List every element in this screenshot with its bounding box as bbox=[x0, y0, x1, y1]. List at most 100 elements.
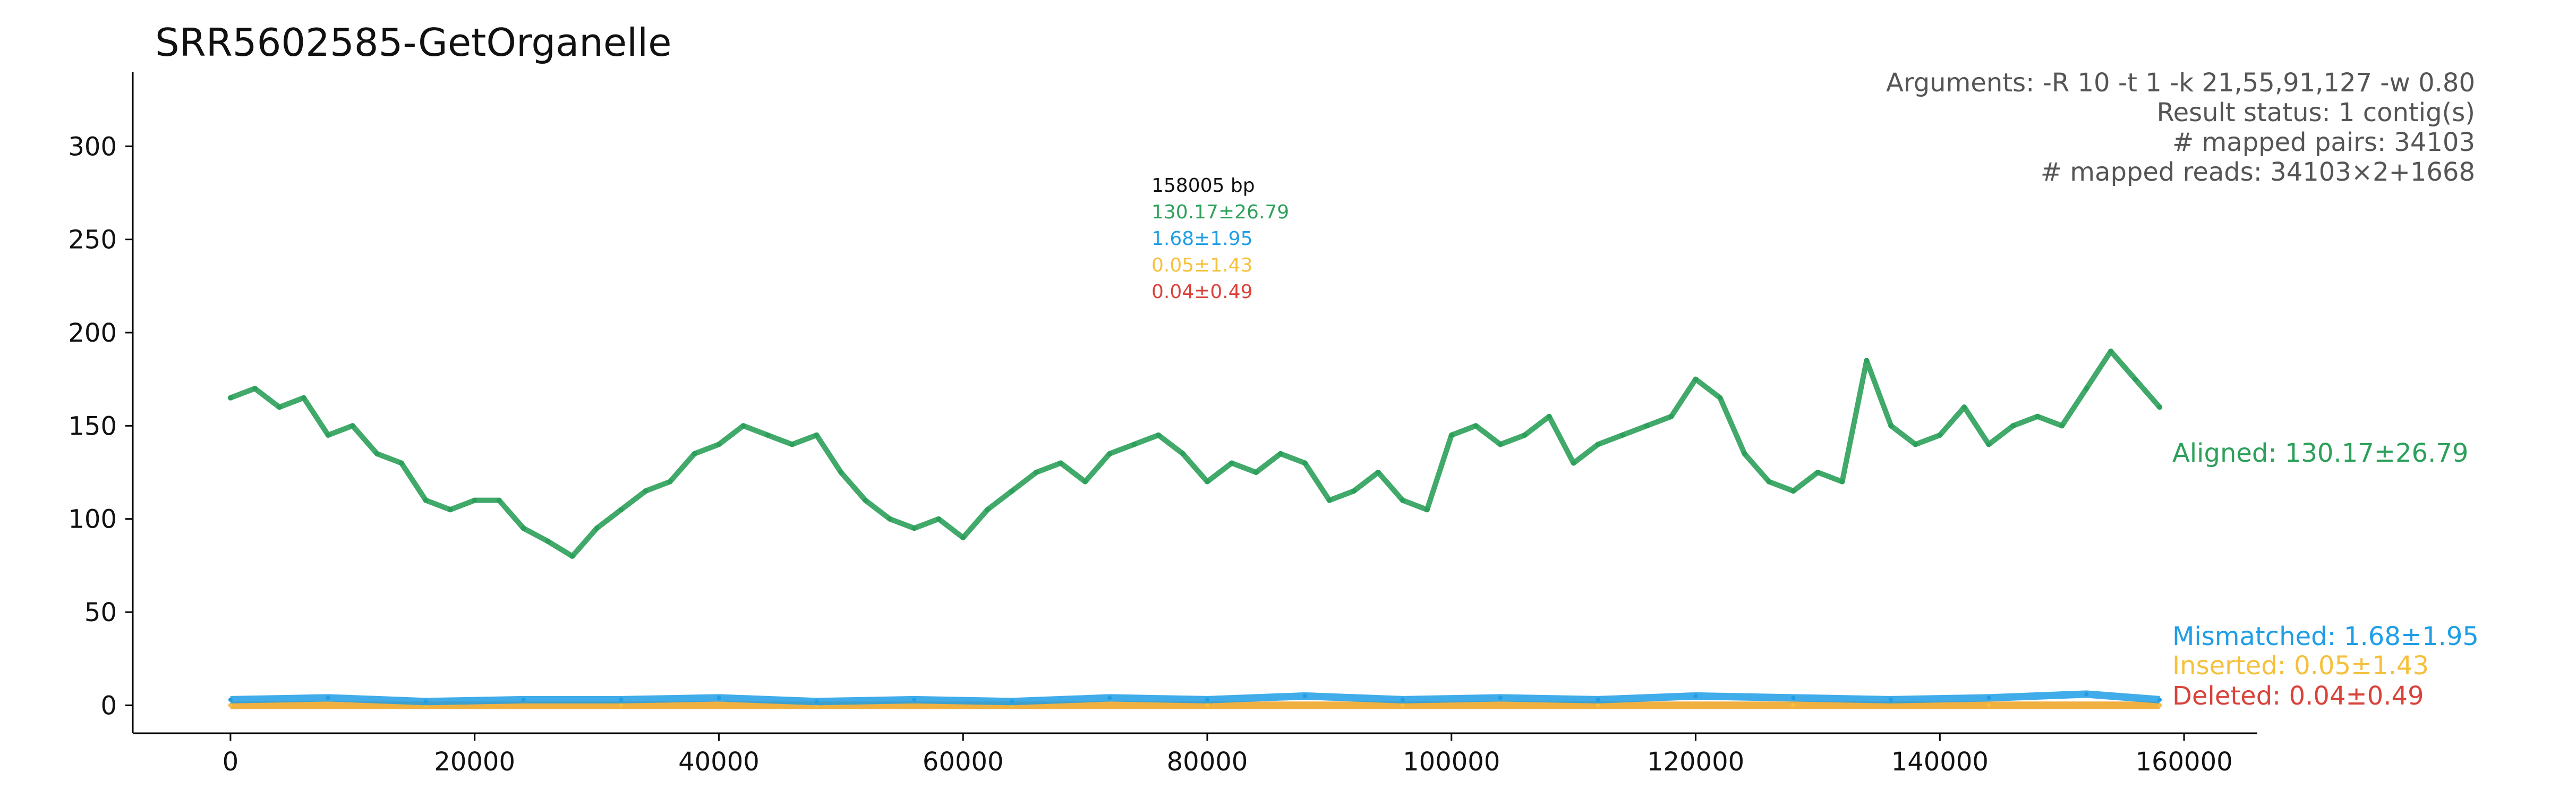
aligned-point bbox=[252, 386, 258, 392]
aligned-point bbox=[643, 488, 649, 494]
y-tick-label: 250 bbox=[68, 225, 117, 255]
x-tick-label: 120000 bbox=[1647, 747, 1744, 777]
aligned-point bbox=[1424, 507, 1430, 513]
aligned-point bbox=[1839, 479, 1845, 485]
inserted-point bbox=[228, 703, 233, 708]
arguments-line: Arguments: -R 10 -t 1 -k 21,55,91,127 -w… bbox=[1886, 68, 2475, 98]
x-ticks: 0 20000 40000 60000 80000 100000 120000 140000 1… bbox=[223, 733, 2233, 777]
mismatched-point bbox=[521, 697, 526, 702]
mismatched-stat: 1.68±1.95 bbox=[1151, 228, 1253, 250]
summary-stats: 158005 bp 130.17±26.79 1.68±1.95 0.05±1.… bbox=[1151, 173, 1289, 306]
y-tick-label: 200 bbox=[68, 318, 117, 348]
aligned-point bbox=[936, 516, 942, 522]
mismatched-point bbox=[1107, 696, 1112, 700]
inserted-series-label: Inserted: 0.05±1.43 bbox=[2172, 651, 2429, 681]
aligned-point bbox=[521, 525, 526, 531]
aligned-point bbox=[2010, 423, 2016, 429]
aligned-point bbox=[227, 395, 233, 401]
aligned-point bbox=[472, 497, 477, 503]
aligned-point bbox=[1693, 376, 1699, 382]
axes: 0 20000 40000 60000 80000 100000 120000 140000 1… bbox=[68, 72, 2257, 777]
aligned-point bbox=[1546, 413, 1552, 419]
mismatched-point bbox=[326, 696, 330, 700]
aligned-point bbox=[2035, 413, 2041, 419]
aligned-point bbox=[814, 432, 820, 438]
aligned-point bbox=[1156, 432, 1161, 438]
aligned-point bbox=[1571, 460, 1576, 466]
aligned-line bbox=[229, 349, 2162, 559]
aligned-point bbox=[1986, 442, 1992, 447]
aligned-point bbox=[1888, 423, 1894, 429]
mismatched-point bbox=[2157, 697, 2162, 702]
inserted-point bbox=[1596, 703, 1600, 708]
x-tick-label: 40000 bbox=[678, 747, 760, 777]
aligned-point bbox=[985, 507, 991, 513]
inserted-point bbox=[2157, 703, 2162, 708]
aligned-point bbox=[1326, 497, 1332, 503]
aligned-point bbox=[887, 516, 893, 522]
x-tick-label: 140000 bbox=[1891, 747, 1989, 777]
mismatched-point bbox=[1693, 693, 1698, 698]
mismatched-point bbox=[1400, 697, 1405, 702]
aligned-point bbox=[325, 432, 331, 438]
aligned-point bbox=[716, 442, 722, 447]
y-tick-label: 150 bbox=[68, 411, 117, 441]
x-tick-label: 0 bbox=[223, 747, 239, 777]
mapped-pairs-line: # mapped pairs: 34103 bbox=[2172, 128, 2475, 157]
mismatched-point bbox=[716, 696, 721, 700]
aligned-point bbox=[1253, 470, 1259, 475]
aligned-point bbox=[398, 460, 404, 466]
inserted-point bbox=[1205, 703, 1209, 708]
aligned-point bbox=[960, 535, 966, 540]
aligned-point bbox=[765, 432, 771, 438]
aligned-point bbox=[1815, 470, 1821, 475]
aligned-point bbox=[1473, 423, 1479, 429]
inserted-point bbox=[619, 703, 624, 708]
aligned-point bbox=[349, 423, 355, 429]
y-tick-label: 300 bbox=[68, 132, 117, 162]
deleted-series-label: Deleted: 0.04±0.49 bbox=[2172, 681, 2424, 711]
aligned-point bbox=[1131, 442, 1137, 447]
aligned-point bbox=[2084, 386, 2089, 392]
aligned-point bbox=[863, 497, 868, 503]
aligned-point bbox=[1766, 479, 1772, 485]
mapped-reads-line: # mapped reads: 34103×2+1668 bbox=[2040, 157, 2475, 187]
aligned-point bbox=[276, 404, 282, 410]
x-tick-label: 20000 bbox=[434, 747, 515, 777]
aligned-point bbox=[545, 538, 551, 544]
aligned-point bbox=[1400, 497, 1405, 503]
inserted-point bbox=[1791, 703, 1796, 708]
aligned-point bbox=[1180, 451, 1185, 456]
result-status-line: Result status: 1 contig(s) bbox=[2156, 98, 2475, 128]
aligned-point bbox=[1009, 488, 1015, 494]
aligned-point bbox=[1644, 423, 1650, 429]
arguments-block: Arguments: -R 10 -t 1 -k 21,55,91,127 -w… bbox=[1886, 68, 2475, 187]
series-inserted bbox=[228, 701, 2162, 709]
series-aligned bbox=[227, 349, 2163, 559]
aligned-point bbox=[2059, 423, 2065, 429]
aligned-point bbox=[1619, 432, 1625, 438]
aligned-point bbox=[789, 442, 795, 447]
aligned-point bbox=[618, 507, 624, 513]
aligned-point bbox=[1058, 460, 1064, 466]
y-tick-label: 50 bbox=[84, 598, 117, 628]
aligned-point bbox=[2108, 349, 2114, 354]
aligned-point bbox=[423, 497, 429, 503]
aligned-point bbox=[2133, 376, 2138, 382]
mismatched-point bbox=[814, 699, 819, 704]
y-tick-label: 100 bbox=[68, 505, 117, 535]
mismatched-point bbox=[228, 697, 233, 702]
x-tick-label: 80000 bbox=[1167, 747, 1248, 777]
aligned-point bbox=[1302, 460, 1308, 466]
x-tick-label: 160000 bbox=[2135, 747, 2232, 777]
aligned-point bbox=[1961, 404, 1967, 410]
inserted-point bbox=[1400, 703, 1405, 708]
aligned-point bbox=[1497, 442, 1503, 447]
aligned-point bbox=[1107, 451, 1113, 456]
aligned-point bbox=[1937, 432, 1943, 438]
aligned-point bbox=[740, 423, 746, 429]
mismatched-point bbox=[1889, 697, 1893, 702]
mismatched-point bbox=[1205, 697, 1209, 702]
y-tick-label: 0 bbox=[100, 691, 117, 720]
